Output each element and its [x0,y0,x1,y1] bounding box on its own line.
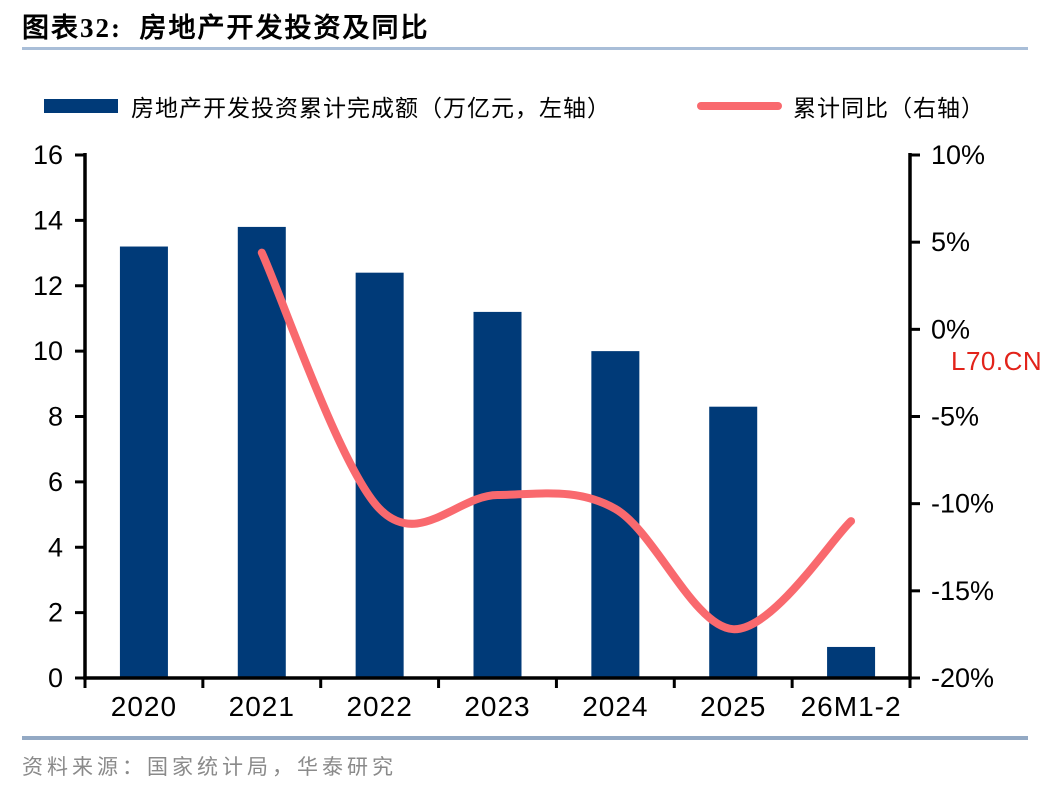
x-axis-category-label: 2023 [464,691,530,722]
bar-swatch-icon [44,99,118,113]
title-underline [22,47,1028,50]
left-axis-tick-label: 2 [48,598,63,628]
left-axis-tick-label: 10 [33,336,63,366]
right-axis-tick-label: 10% [931,140,985,170]
legend-label-investment: 房地产开发投资累计完成额（万亿元，左轴） [131,96,611,121]
bar-2025 [709,406,758,678]
right-axis-tick-label: -5% [931,402,979,432]
x-axis-category-label: 2024 [582,691,648,722]
watermark: L70.CN [951,346,1043,376]
x-axis-category-label: 26M1-2 [801,691,902,722]
legend-item-yoy: 累计同比（右轴） [697,92,985,121]
left-axis-tick-label: 12 [33,271,63,301]
right-axis-tick-label: -10% [931,489,994,519]
left-axis-tick-label: 4 [48,532,63,562]
right-axis-tick-label: -20% [931,663,994,693]
left-axis-tick-label: 16 [33,140,63,170]
legend-label-yoy: 累计同比（右轴） [793,96,985,121]
footer-separator [22,736,1028,740]
right-axis-tick-label: -15% [931,576,994,606]
left-axis-tick-label: 0 [48,663,63,693]
x-axis-category-label: 2020 [111,691,177,722]
source-note: 资料来源：国家统计局，华泰研究 [22,755,397,779]
left-axis-tick-label: 6 [48,467,63,497]
yoy-line [257,248,856,634]
left-axis-tick-label: 14 [33,205,63,235]
right-axis-tick-label: 5% [931,227,970,257]
legend-item-investment: 房地产开发投资累计完成额（万亿元，左轴） [44,92,611,121]
x-axis-category-label: 2022 [346,691,412,722]
left-axis-tick-label: 8 [48,402,63,432]
x-axis-category-label: 2025 [700,691,766,722]
bar-26M1-2 [827,646,876,678]
x-axis-category-label: 2021 [229,691,295,722]
bar-2020 [119,246,168,678]
right-axis-tick-label: 0% [931,314,970,344]
line-swatch-icon [697,102,782,110]
bar-2024 [591,351,640,678]
figure-title: 图表32: 房地产开发投资及同比 [22,13,430,43]
bar-2022 [355,272,404,678]
